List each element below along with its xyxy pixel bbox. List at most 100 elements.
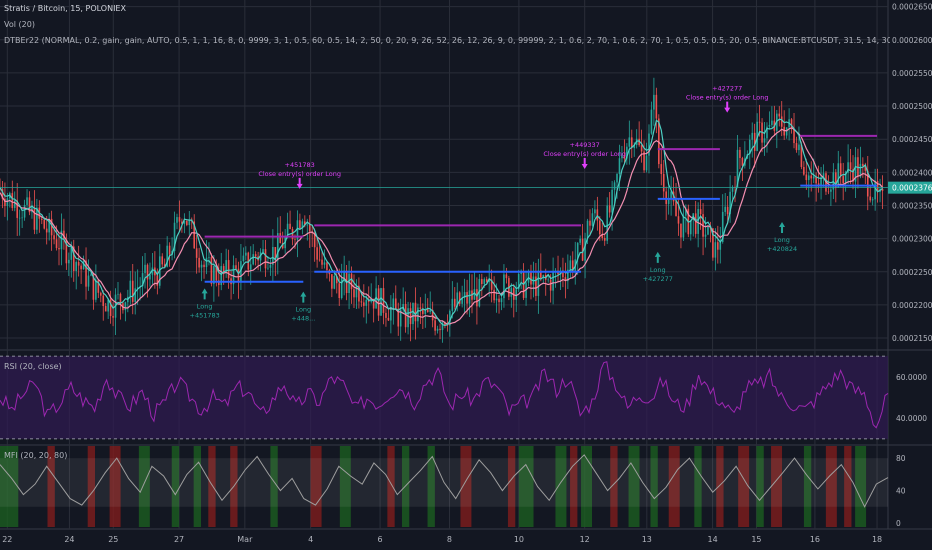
- candle-body: [33, 207, 36, 230]
- mfi-overbought-zone: [109, 446, 121, 527]
- time-axis-label: 4: [308, 535, 313, 544]
- rsi-legend[interactable]: RSI (20, close): [4, 362, 62, 371]
- candle-body: [404, 303, 407, 328]
- candle-body: [562, 270, 564, 278]
- candle-body: [500, 298, 503, 303]
- candle-body: [611, 189, 613, 213]
- candle-body: [50, 218, 53, 236]
- long-entry-arrow-icon: [201, 288, 208, 300]
- candle-body: [478, 278, 481, 307]
- candle-body: [584, 238, 586, 261]
- candle-body: [45, 228, 48, 233]
- candle-body: [380, 288, 382, 316]
- candle-body: [677, 216, 680, 224]
- mfi-oversold-zone: [193, 446, 201, 527]
- mfi-oversold-zone: [171, 446, 180, 527]
- candle-body: [807, 175, 810, 181]
- trade-annotation-label: Long: [650, 266, 666, 274]
- time-axis-label: 15: [751, 535, 761, 544]
- candle-body: [736, 149, 739, 187]
- candle-body: [58, 248, 60, 250]
- candle-body: [340, 278, 343, 299]
- rsi-pane[interactable]: [0, 355, 889, 440]
- candle-body: [365, 299, 368, 306]
- candle-body: [166, 245, 168, 267]
- time-axis[interactable]: 22 24 25 27 Mar 4 6 8 10 12 13 14 15 16 18: [2, 535, 882, 544]
- mfi-overbought-zone: [460, 446, 472, 527]
- candle-body: [75, 262, 78, 271]
- time-axis-label: 18: [872, 535, 882, 544]
- candle-body: [483, 279, 486, 284]
- candle-body: [444, 322, 446, 326]
- candle-body: [264, 249, 267, 269]
- candle-body: [183, 220, 186, 224]
- candle-body: [203, 264, 205, 268]
- volume-legend[interactable]: Vol (20): [4, 20, 35, 29]
- candle-body: [242, 255, 245, 262]
- candle-body: [358, 285, 360, 302]
- candle-body: [333, 275, 336, 289]
- candle-body: [638, 138, 640, 146]
- candle-body: [318, 259, 321, 261]
- mfi-oversold-zone: [650, 446, 658, 527]
- candle-body: [835, 172, 837, 188]
- candle-body: [537, 270, 540, 296]
- candle-body: [699, 209, 702, 215]
- candle-body: [23, 204, 26, 218]
- candle-body: [599, 220, 601, 235]
- candle-body: [11, 193, 14, 208]
- mfi-legend[interactable]: MFI (20, 20, 80): [4, 451, 68, 460]
- candle-body: [739, 149, 741, 158]
- candle-body: [729, 191, 731, 215]
- symbol-legend[interactable]: Stratis / Bitcoin, 15, POLONIEX: [4, 4, 126, 13]
- candle-body: [461, 297, 463, 304]
- candle-body: [119, 293, 122, 304]
- candle-body: [456, 292, 459, 307]
- candle-body: [136, 287, 139, 289]
- candle-body: [650, 109, 653, 134]
- candle-body: [323, 262, 326, 265]
- candle-body: [463, 292, 466, 298]
- candle-body: [645, 155, 648, 171]
- candle-body: [426, 309, 429, 313]
- candle-body: [335, 275, 338, 284]
- candle-body: [481, 278, 483, 284]
- candle-body: [414, 302, 417, 322]
- strategy-legend[interactable]: DTBEr22 (NORMAL, 0.2, gain, gain, AUTO, …: [4, 36, 890, 45]
- candle-body: [360, 301, 363, 303]
- candle-body: [721, 211, 724, 242]
- candle-body: [488, 279, 490, 282]
- candle-body: [424, 309, 427, 314]
- candle-body: [704, 234, 707, 237]
- candle-body: [85, 260, 87, 287]
- candle-body: [758, 121, 761, 123]
- candle-body: [476, 289, 478, 307]
- candle-body: [225, 260, 227, 272]
- candle-body: [876, 180, 879, 192]
- candle-body: [249, 264, 252, 270]
- candle-body: [616, 173, 618, 183]
- candle-body: [803, 166, 805, 175]
- candle-body: [594, 209, 596, 214]
- candle-body: [658, 118, 660, 165]
- candle-body: [237, 268, 240, 282]
- mfi-pane[interactable]: [0, 446, 889, 527]
- candle-body: [97, 280, 100, 293]
- candle-body: [291, 229, 294, 240]
- time-axis-label: 10: [514, 535, 524, 544]
- candle-body: [717, 242, 719, 250]
- candle-body: [780, 116, 783, 127]
- candle-body: [343, 270, 345, 279]
- candle-body: [869, 196, 872, 201]
- candle-body: [665, 191, 667, 204]
- candle-body: [269, 264, 272, 268]
- mfi-oversold-zone: [756, 446, 764, 527]
- candle-body: [675, 201, 677, 217]
- mfi-oversold-zone: [0, 446, 19, 527]
- candle-body: [724, 206, 726, 212]
- candle-body: [227, 260, 230, 279]
